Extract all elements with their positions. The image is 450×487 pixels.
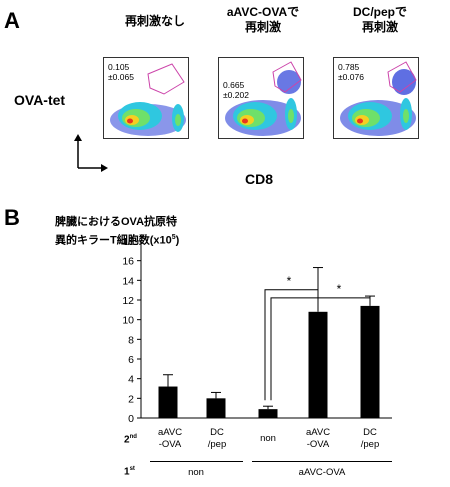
group-label-aavc-ova: aAVC-OVA xyxy=(298,467,346,478)
group-divider-1 xyxy=(150,461,243,462)
y-axis-title-exponent: 5 xyxy=(171,234,176,241)
y-tick-label-8: 16 xyxy=(122,256,134,268)
category-label-1: aAVC -OVA xyxy=(157,427,183,450)
bar-3 xyxy=(258,409,278,418)
y-tick-label-3: 6 xyxy=(128,354,134,366)
gate-value-1: 0.105 ±0.065 xyxy=(108,62,134,82)
flow-title-2: aAVC-OVAで 再刺激 xyxy=(226,5,300,34)
y-tick-label-4: 8 xyxy=(128,334,134,346)
row-label-2nd: 2nd xyxy=(124,434,137,445)
row-label-2nd-sup: nd xyxy=(129,434,137,440)
y-tick-label-7: 14 xyxy=(122,275,134,287)
y-tick-label-5: 10 xyxy=(122,315,134,327)
category-label-3: non xyxy=(260,433,276,444)
y-tick-label-6: 12 xyxy=(122,295,134,307)
y-tick-label-9: 18 xyxy=(122,236,134,248)
row-label-1st: 1st xyxy=(124,466,135,477)
y-tick-label-1: 2 xyxy=(128,393,134,405)
flow-density-3 xyxy=(334,58,418,138)
sig-star-2: * xyxy=(337,282,342,296)
bar-5 xyxy=(360,305,380,418)
y-axis-title-text: 脾臓におけるOVA抗原特 異的キラーT細胞数(x10 xyxy=(55,216,178,247)
y-axis-title-close: ) xyxy=(175,234,180,247)
row-label-1st-sup: st xyxy=(129,466,135,472)
gate-value-3: 0.785 ±0.076 xyxy=(338,62,364,82)
flow-title-3: DC/pepで 再刺激 xyxy=(352,5,407,34)
bar-2 xyxy=(206,398,226,418)
panel-a-letter: A xyxy=(4,8,20,33)
panel-b-letter: B xyxy=(4,205,20,230)
bar-1 xyxy=(158,386,178,418)
row-label-2nd-num: 2 xyxy=(124,434,130,446)
category-label-4: aAVC -OVA xyxy=(305,427,331,450)
y-tick-label-0: 0 xyxy=(128,413,134,425)
flow-plot-1: 0.105 ±0.065 xyxy=(103,57,189,139)
flow-plot-2: 0.665 ±0.202 xyxy=(218,57,304,139)
category-label-5: DC /pep xyxy=(360,427,380,450)
flow-plot-3: 0.785 ±0.076 xyxy=(333,57,419,139)
flow-density-1 xyxy=(104,58,188,138)
sig-bracket-2 xyxy=(270,297,371,401)
axis-arrows-icon xyxy=(74,134,108,172)
row-label-1st-num: 1 xyxy=(124,466,130,478)
group-label-non: non xyxy=(188,467,204,478)
gate-value-2: 0.665 ±0.202 xyxy=(223,80,249,100)
category-label-2: DC /pep xyxy=(207,427,227,450)
flow-density-2 xyxy=(219,58,303,138)
y-tick-label-2: 4 xyxy=(128,374,134,386)
y-axis-label-ova-tet: OVA-tet xyxy=(14,92,66,108)
sig-bracket-1 xyxy=(264,289,319,401)
y-axis-title: 脾臓におけるOVA抗原特 異的キラーT細胞数(x105) xyxy=(55,200,179,249)
sig-star-1: * xyxy=(287,274,292,288)
bar-4 xyxy=(308,311,328,418)
group-divider-2 xyxy=(252,461,392,462)
flow-title-1: 再刺激なし xyxy=(124,14,185,28)
x-axis-label-cd8: CD8 xyxy=(245,171,274,187)
